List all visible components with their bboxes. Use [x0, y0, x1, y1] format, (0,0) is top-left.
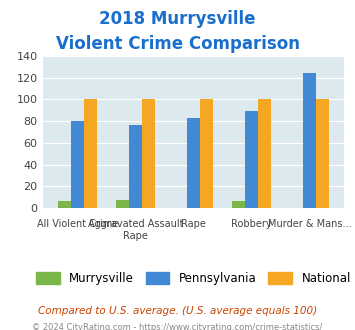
Bar [258, 99, 271, 208]
Bar [129, 125, 142, 208]
Bar [245, 112, 258, 208]
Bar [142, 99, 154, 208]
Bar [303, 74, 316, 208]
Bar [116, 200, 129, 208]
Text: Murder & Mans...: Murder & Mans... [268, 219, 351, 229]
Text: Compared to U.S. average. (U.S. average equals 100): Compared to U.S. average. (U.S. average … [38, 306, 317, 316]
Bar [316, 99, 329, 208]
Text: Aggravated Assault
Rape: Aggravated Assault Rape [88, 219, 183, 241]
Text: Violent Crime Comparison: Violent Crime Comparison [55, 35, 300, 53]
Legend: Murrysville, Pennsylvania, National: Murrysville, Pennsylvania, National [31, 268, 355, 290]
Text: Robbery: Robbery [231, 219, 272, 229]
Bar [200, 99, 213, 208]
Bar [187, 118, 200, 208]
Text: 2018 Murrysville: 2018 Murrysville [99, 10, 256, 28]
Bar [84, 99, 97, 208]
Text: Rape: Rape [181, 219, 206, 229]
Bar [58, 201, 71, 208]
Text: © 2024 CityRating.com - https://www.cityrating.com/crime-statistics/: © 2024 CityRating.com - https://www.city… [32, 323, 323, 330]
Bar [233, 201, 245, 208]
Bar [71, 121, 84, 208]
Text: All Violent Crime: All Violent Crime [37, 219, 118, 229]
